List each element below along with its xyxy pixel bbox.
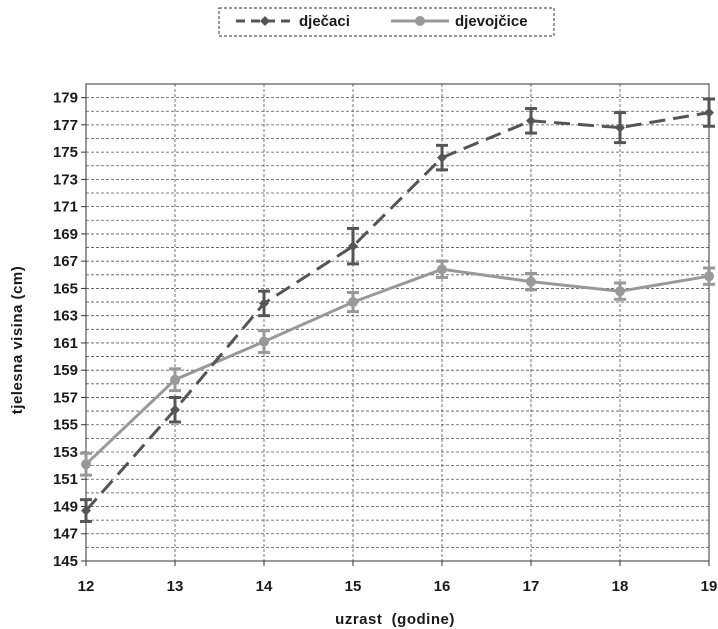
data-point [704, 107, 714, 118]
legend-box [218, 7, 555, 37]
x-tick-label: 13 [167, 578, 184, 595]
data-point [704, 271, 714, 282]
y-tick-label: 155 [53, 417, 78, 434]
y-tick-label: 179 [53, 90, 78, 107]
y-tick-label: 149 [53, 498, 78, 515]
y-tick-label: 167 [53, 253, 78, 270]
data-point [259, 336, 269, 347]
legend-label-girls: djevojčice [455, 13, 528, 30]
grid [86, 84, 709, 561]
data-point [259, 298, 269, 309]
y-axis-ticks: 145 147 149 151 153 155 157 159 161 163 165 167 169 1… [53, 90, 86, 570]
y-tick-label: 159 [53, 362, 78, 379]
legend-label-boys: dječaci [299, 13, 350, 30]
x-tick-label: 15 [345, 578, 362, 595]
x-tick-label: 18 [612, 578, 629, 595]
x-axis-label: uzrast (godine) [335, 611, 455, 628]
x-tick-label: 12 [78, 578, 95, 595]
legend-marker-boys [260, 16, 270, 26]
data-point [348, 241, 358, 252]
y-tick-label: 153 [53, 444, 78, 461]
data-point [526, 115, 536, 126]
y-tick-label: 165 [53, 280, 78, 297]
data-point [81, 505, 91, 516]
data-point [615, 286, 625, 297]
y-tick-label: 145 [53, 553, 78, 570]
y-tick-label: 147 [53, 526, 78, 543]
legend: dječaci djevojčice [218, 7, 555, 37]
legend-marker-girls [415, 16, 425, 26]
y-tick-label: 171 [53, 199, 78, 216]
y-tick-label: 173 [53, 171, 78, 188]
y-tick-label: 157 [53, 389, 78, 406]
data-point [526, 276, 536, 287]
series-line [84, 111, 710, 512]
x-tick-label: 17 [523, 578, 540, 595]
y-tick-label: 177 [53, 117, 78, 134]
series-girls [80, 259, 715, 477]
data-point [437, 152, 447, 163]
series-line [84, 267, 710, 466]
series-boys [80, 97, 715, 523]
data-point [170, 374, 180, 385]
y-tick-label: 163 [53, 308, 78, 325]
y-tick-label: 161 [53, 335, 78, 352]
x-axis-ticks: 12 13 14 15 16 17 18 19 [78, 561, 718, 595]
data-point [170, 404, 180, 415]
data-point [615, 122, 625, 133]
x-tick-label: 16 [434, 578, 451, 595]
plot-frame [85, 83, 710, 562]
data-point [437, 264, 447, 275]
data-point [348, 297, 358, 308]
series-layer [80, 97, 715, 523]
y-axis-label: tjelesna visina (cm) [9, 266, 26, 414]
y-tick-label: 151 [53, 471, 78, 488]
x-tick-label: 19 [701, 578, 718, 595]
y-tick-label: 175 [53, 144, 78, 161]
y-tick-label: 169 [53, 226, 78, 243]
x-tick-label: 14 [256, 578, 273, 595]
data-point [81, 459, 91, 470]
